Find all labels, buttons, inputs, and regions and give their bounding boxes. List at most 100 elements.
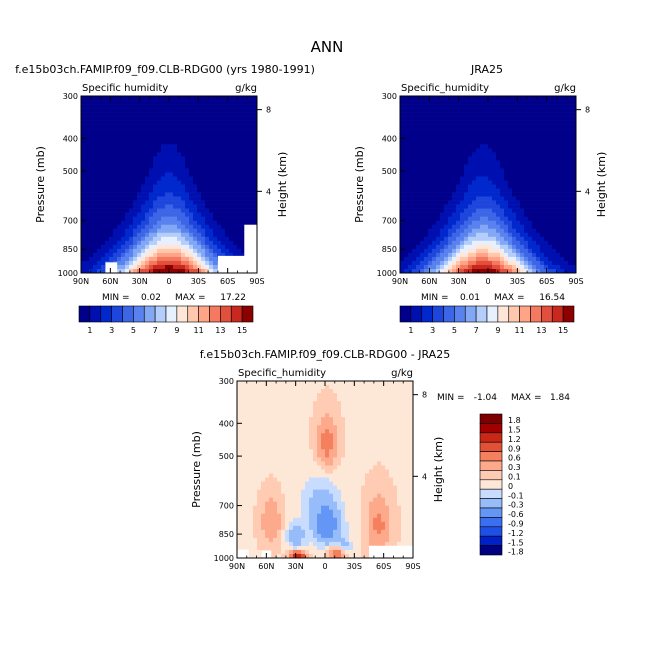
field-cell xyxy=(568,220,573,226)
field-cell xyxy=(253,168,258,173)
field-cell xyxy=(536,136,541,141)
field-cell xyxy=(113,144,118,149)
field-cell xyxy=(85,228,90,234)
field-cell xyxy=(416,240,421,246)
field-cell xyxy=(125,176,130,181)
field-cell xyxy=(289,401,294,406)
field-cell xyxy=(516,248,521,254)
field-cell xyxy=(373,449,378,454)
field-cell xyxy=(193,268,198,274)
field-cell xyxy=(309,381,314,386)
field-cell xyxy=(81,260,86,266)
field-cell xyxy=(197,140,202,145)
field-cell xyxy=(444,128,449,133)
field-cell xyxy=(129,196,134,201)
field-cell xyxy=(241,156,246,161)
field-cell xyxy=(185,200,190,205)
field-cell xyxy=(432,148,437,153)
field-cell xyxy=(193,108,198,113)
field-cell xyxy=(253,409,258,414)
field-cell xyxy=(225,136,230,141)
field-cell xyxy=(452,116,457,121)
field-cell xyxy=(416,172,421,177)
field-cell xyxy=(488,184,493,189)
field-cell xyxy=(125,108,130,113)
field-cell xyxy=(540,248,545,254)
field-cell xyxy=(281,381,286,386)
field-cell xyxy=(181,216,186,221)
field-cell xyxy=(393,449,398,454)
field-cell xyxy=(325,465,330,470)
field-cell xyxy=(409,409,414,414)
field-cell xyxy=(97,212,102,217)
field-cell xyxy=(408,160,413,165)
field-cell xyxy=(432,124,437,129)
field-cell xyxy=(544,136,549,141)
field-cell xyxy=(313,453,318,458)
field-cell xyxy=(440,200,445,205)
field-cell xyxy=(97,104,102,109)
field-cell xyxy=(568,264,573,270)
field-cell xyxy=(125,268,130,274)
field-cell xyxy=(496,224,501,230)
field-cell xyxy=(321,401,326,406)
field-cell xyxy=(381,405,386,410)
field-cell xyxy=(440,156,445,161)
field-cell xyxy=(512,140,517,145)
field-cell xyxy=(117,196,122,201)
field-cell xyxy=(508,236,513,242)
field-cell xyxy=(201,236,206,242)
field-cell xyxy=(189,228,194,234)
field-cell xyxy=(81,96,86,101)
field-cell xyxy=(113,220,118,226)
field-cell xyxy=(405,461,410,466)
field-cell xyxy=(113,164,118,169)
field-cell xyxy=(149,212,154,217)
field-cell xyxy=(397,465,402,470)
field-cell xyxy=(325,429,330,434)
field-cell xyxy=(508,180,513,185)
field-cell xyxy=(141,132,146,137)
field-cell xyxy=(552,204,557,209)
field-cell xyxy=(161,100,166,105)
field-cell xyxy=(149,100,154,105)
field-cell xyxy=(145,256,150,262)
field-cell xyxy=(464,168,469,173)
field-cell xyxy=(524,192,529,197)
field-cell xyxy=(285,389,290,394)
field-cell xyxy=(520,188,525,193)
field-cell xyxy=(436,200,441,205)
field-cell xyxy=(337,417,342,422)
field-cell xyxy=(113,256,118,262)
field-cell xyxy=(552,184,557,189)
field-cell xyxy=(85,148,90,153)
field-cell xyxy=(241,100,246,105)
field-cell xyxy=(524,156,529,161)
field-cell xyxy=(536,268,541,274)
field-cell xyxy=(289,445,294,450)
field-cell xyxy=(564,256,569,262)
field-cell xyxy=(393,437,398,442)
field-cell xyxy=(113,208,118,213)
field-cell xyxy=(409,429,414,434)
field-cell xyxy=(540,184,545,189)
field-cell xyxy=(365,397,370,402)
field-cell xyxy=(293,421,298,426)
field-cell xyxy=(173,108,178,113)
field-cell xyxy=(193,220,198,226)
field-cell xyxy=(161,108,166,113)
field-cell xyxy=(281,401,286,406)
field-cell xyxy=(169,196,174,201)
field-cell xyxy=(177,208,182,213)
field-cell xyxy=(269,393,274,398)
field-cell xyxy=(476,156,481,161)
field-cell xyxy=(405,409,410,414)
field-cell xyxy=(285,413,290,418)
field-cell xyxy=(205,192,210,197)
field-cell xyxy=(121,204,126,209)
field-cell xyxy=(293,453,298,458)
field-cell xyxy=(301,441,306,446)
field-cell xyxy=(173,248,178,254)
field-cell xyxy=(428,120,433,125)
field-cell xyxy=(309,457,314,462)
